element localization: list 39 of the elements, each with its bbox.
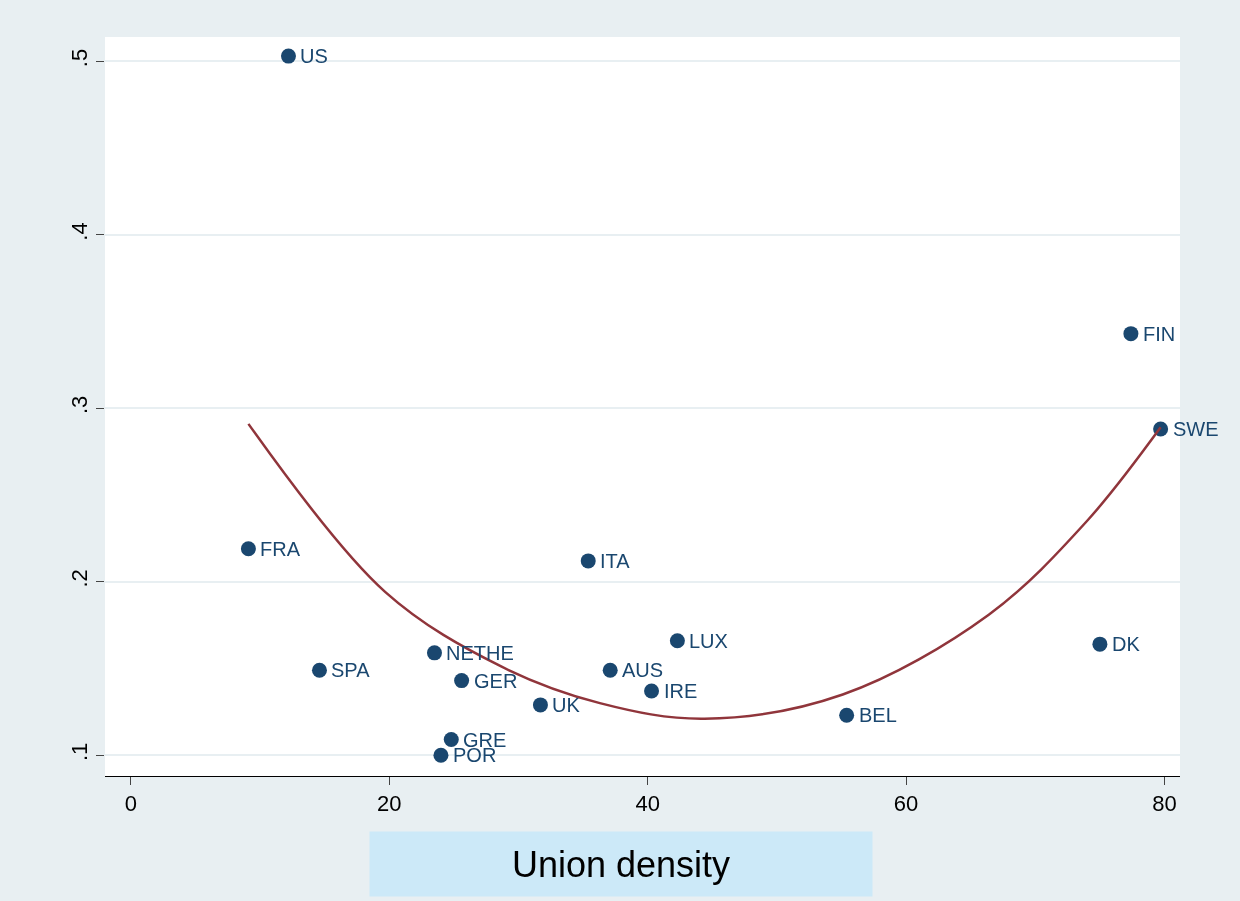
x-tick-label: 60	[893, 791, 919, 817]
annotation: BEL	[859, 704, 897, 726]
point	[644, 683, 660, 699]
x-tick-label: 80	[1152, 791, 1177, 817]
y-tick-label: .1	[67, 742, 93, 762]
annotation: GER	[474, 670, 518, 692]
point	[1092, 636, 1108, 652]
y-tick-label: .2	[67, 569, 93, 588]
x-tick-label: 40	[635, 791, 660, 817]
point	[443, 732, 459, 748]
y-tick-label: .5	[67, 48, 93, 68]
annotation: US	[300, 45, 328, 67]
point	[839, 707, 855, 723]
point	[311, 662, 327, 678]
point	[532, 697, 548, 713]
annotation: FIN	[1143, 323, 1176, 345]
point	[580, 553, 596, 569]
point	[433, 747, 449, 763]
x-axis-title: Union density	[511, 843, 731, 885]
annotation: IRE	[664, 680, 698, 702]
annotation: SWE	[1173, 418, 1219, 440]
annotation: AUS	[622, 659, 664, 681]
point	[454, 673, 470, 689]
y-tick-label: .3	[67, 395, 93, 415]
x-tick-label: 20	[377, 791, 402, 817]
annotation: LUX	[689, 630, 728, 652]
point	[602, 662, 618, 678]
annotation: UK	[552, 694, 581, 716]
annotation: FRA	[260, 538, 301, 560]
point	[669, 633, 685, 649]
point	[240, 541, 256, 557]
annotation: DK	[1112, 633, 1141, 655]
point	[280, 48, 296, 64]
annotation: SPA	[331, 659, 371, 681]
point	[426, 645, 442, 661]
point	[1123, 326, 1139, 342]
annotation: ITA	[600, 550, 631, 572]
y-tick-label: .4	[67, 222, 93, 241]
x-tick-label: 0	[124, 791, 137, 817]
